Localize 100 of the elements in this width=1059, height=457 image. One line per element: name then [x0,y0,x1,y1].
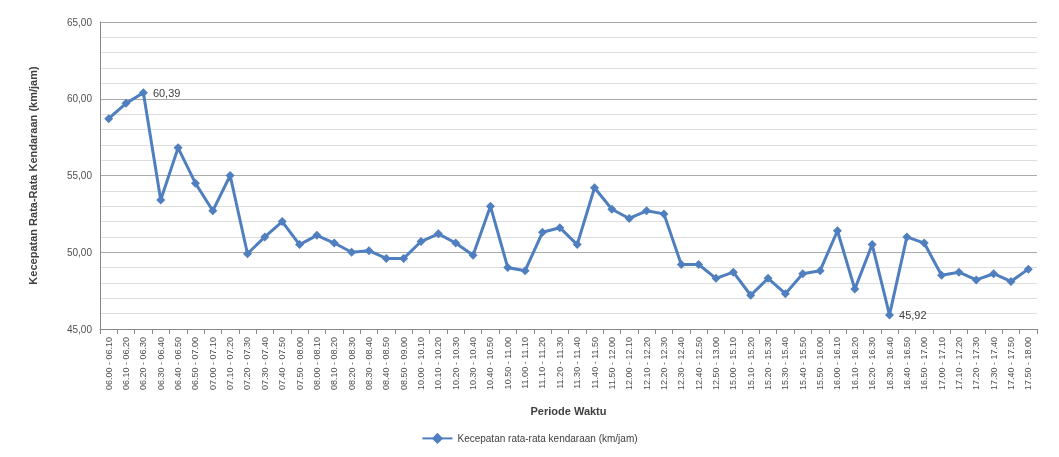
point [520,266,530,276]
x-tick-label: 12.00 - 12.10 [624,337,635,391]
x-tick-label: 10.20 - 10.30 [450,337,461,391]
y-tick-label: 50,00 [66,246,93,258]
point [312,230,322,240]
point [919,238,929,248]
x-tick-label: 06.00 - 06.10 [103,337,114,391]
point [416,237,426,247]
point [1006,276,1016,286]
point [295,240,305,250]
point [242,249,252,259]
point [1023,264,1033,274]
point [798,269,808,279]
point [694,260,704,270]
x-tick-label: 15.50 - 16.00 [815,337,826,391]
point [468,250,478,260]
point [260,232,270,242]
point [676,260,686,270]
x-tick-label: 16.40 - 16.50 [901,337,912,391]
x-axis-title: Periode Waktu [530,404,607,417]
x-tick-label: 12.50 - 13.00 [710,337,721,391]
point [989,269,999,279]
x-tick-label: 11.30 - 11.40 [572,337,583,389]
x-tick-label: 15.20 - 15.30 [763,337,774,391]
point [937,270,947,280]
x-tick-label: 17.00 - 17.10 [936,337,947,391]
x-tick-label: 17.30 - 17.40 [988,337,999,391]
x-tick-label: 10.00 - 10.10 [416,337,427,391]
x-tick-label: 17.50 - 18.00 [1023,337,1034,391]
x-tick-label: 15.40 - 15.50 [797,337,808,391]
x-tick-label: 17.20 - 17.30 [971,337,982,391]
x-tick-label: 16.50 - 17.00 [919,337,930,391]
x-tick-label: 16.00 - 16.10 [832,337,843,391]
point [503,263,513,273]
point [208,206,218,216]
point [104,114,114,124]
point [902,232,912,242]
point [537,227,547,237]
point [572,240,582,250]
x-tick-label: 08.10 - 08.20 [329,337,340,391]
point [590,183,600,193]
point [121,98,131,108]
x-tick-label: 07.00 - 07.10 [207,337,218,391]
x-tick-label: 07.40 - 07.50 [277,337,288,391]
x-tick-label: 08.40 - 08.50 [381,337,392,391]
x-tick-label: 11.10 - 11.20 [537,337,548,389]
x-tick-label: 16.10 - 16.20 [849,337,860,391]
point [711,273,721,283]
point [347,247,357,257]
x-tick-label: 12.30 - 12.40 [676,337,687,391]
data-label: 60,39 [152,86,181,99]
x-tick-label: 10.40 - 10.50 [485,337,496,391]
x-tick-label: 06.10 - 06.20 [121,337,132,391]
x-tick-label: 06.30 - 06.40 [155,337,166,391]
legend-label: Kecepatan rata-rata kendaraan (km/jam) [457,432,638,444]
point [780,289,790,299]
x-tick-label: 08.30 - 08.40 [363,337,374,391]
point [954,267,964,277]
point [659,209,669,219]
point [624,213,634,223]
x-tick-label: 06.20 - 06.30 [138,337,149,391]
point [555,223,565,233]
x-tick-label: 11.50 - 12.00 [606,337,617,390]
x-tick-label: 16.20 - 16.30 [867,337,878,391]
x-tick-label: 10.10 - 10.20 [433,337,444,391]
point [971,275,981,285]
x-tick-label: 06.50 - 07.00 [190,337,201,391]
x-tick-label: 17.10 - 17.20 [953,337,964,391]
y-tick-label: 65,00 [66,16,93,28]
x-tick-label: 11.40 - 11.50 [589,337,600,389]
point [190,178,200,188]
x-tick-label: 07.10 - 07.20 [225,337,236,391]
x-tick-label: 08.20 - 08.30 [346,337,357,391]
point [138,88,148,98]
y-tick-label: 45,00 [66,323,93,335]
x-tick-label: 12.40 - 12.50 [693,337,704,391]
point [451,238,461,248]
point [329,238,339,248]
point [277,217,287,227]
point [381,253,391,263]
x-tick-label: 10.50 - 11.00 [502,337,513,390]
point [607,204,617,214]
point [399,253,409,263]
x-tick-label: 15.30 - 15.40 [780,337,791,391]
x-tick-label: 16.30 - 16.40 [884,337,895,391]
x-tick-label: 17.40 - 17.50 [1005,337,1016,391]
point [364,246,374,256]
x-tick-label: 07.50 - 08.00 [294,337,305,391]
point [763,273,773,283]
y-tick-label: 60,00 [66,93,93,105]
y-tick-label: 55,00 [66,170,93,181]
point [642,206,652,216]
x-tick-label: 11.20 - 11.30 [554,337,565,389]
x-tick-label: 10.30 - 10.40 [468,337,479,391]
data-label: 45,92 [899,308,927,321]
x-tick-label: 15.00 - 15.10 [728,337,739,391]
x-tick-label: 07.20 - 07.30 [242,337,253,391]
x-tick-label: 08.00 - 08.10 [311,337,322,391]
x-tick-label: 06.40 - 06.50 [173,337,184,391]
y-axis-title: Kecepatan Rata-Rata Kendaraan (km/jam) [26,66,39,285]
